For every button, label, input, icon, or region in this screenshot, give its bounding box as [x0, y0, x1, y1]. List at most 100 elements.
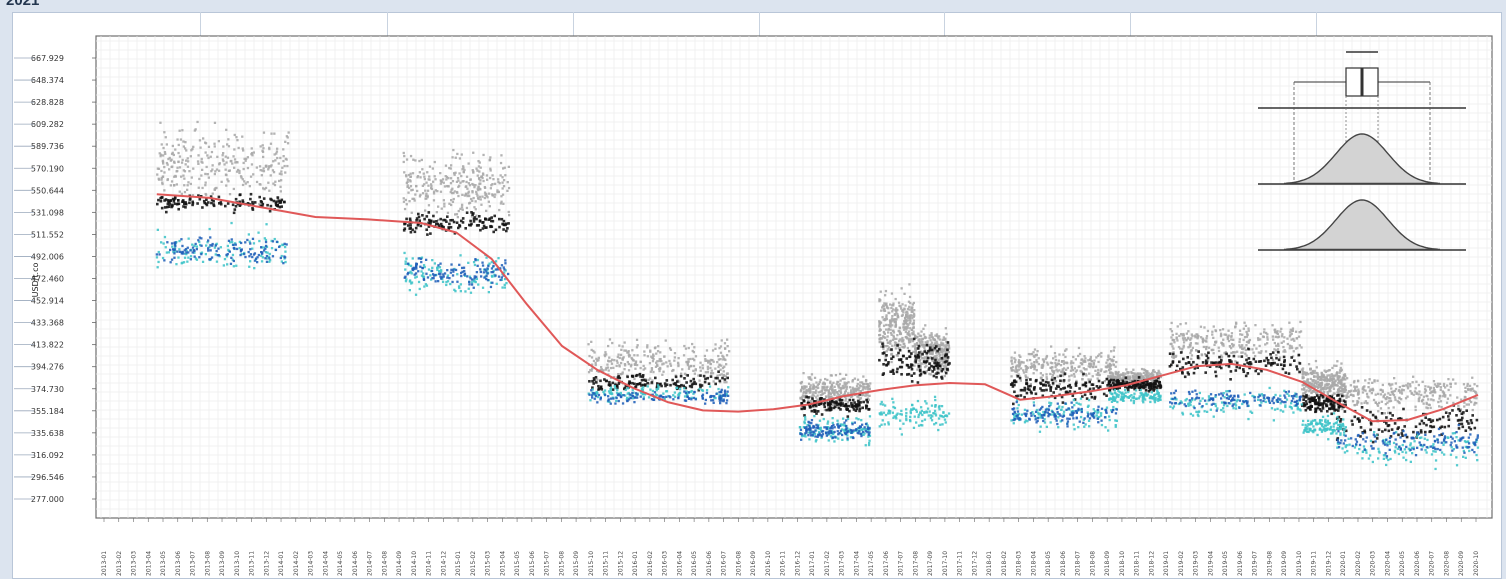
data-point	[909, 302, 911, 304]
data-point	[497, 178, 499, 180]
data-point	[660, 360, 662, 362]
data-point	[636, 354, 638, 356]
data-point	[917, 347, 920, 350]
data-point	[1440, 389, 1442, 391]
data-point	[1185, 322, 1187, 324]
data-point	[489, 156, 491, 158]
data-point	[1090, 356, 1092, 358]
data-point	[695, 355, 697, 357]
data-point	[865, 404, 868, 407]
data-point	[1058, 353, 1060, 355]
data-point	[235, 198, 238, 201]
data-point	[181, 129, 183, 131]
data-point	[617, 356, 619, 358]
data-point	[692, 350, 694, 352]
data-point	[180, 176, 182, 178]
x-tick-label: 2020-06	[1414, 551, 1421, 576]
x-tick-label: 2019-08	[1266, 551, 1273, 576]
data-point	[1215, 375, 1218, 378]
data-point	[595, 364, 597, 366]
data-point	[1211, 333, 1213, 335]
data-point	[1034, 348, 1036, 350]
data-point	[443, 199, 445, 201]
data-point	[486, 174, 488, 176]
data-point	[170, 184, 172, 186]
data-point	[432, 181, 434, 183]
data-point	[1208, 347, 1210, 349]
data-point	[597, 385, 600, 388]
data-point	[883, 325, 885, 327]
data-point	[685, 381, 688, 384]
data-point	[161, 207, 164, 210]
data-point	[1048, 384, 1051, 387]
data-point	[669, 384, 672, 387]
data-point	[1052, 382, 1055, 385]
data-point	[173, 184, 175, 186]
data-point	[174, 148, 176, 150]
data-point	[839, 399, 842, 402]
data-point	[886, 339, 888, 341]
data-point	[1013, 391, 1016, 394]
data-point	[1049, 387, 1052, 390]
data-point	[700, 370, 702, 372]
data-point	[1315, 372, 1317, 374]
data-point	[1191, 349, 1193, 351]
data-point	[179, 155, 181, 157]
data-point	[1029, 378, 1032, 381]
data-point	[1113, 346, 1115, 348]
data-point	[1171, 345, 1173, 347]
data-point	[650, 371, 652, 373]
data-point	[276, 157, 278, 159]
data-point	[1051, 376, 1053, 378]
data-point	[485, 226, 488, 229]
data-point	[1266, 333, 1268, 335]
data-point	[1193, 372, 1196, 375]
data-point	[640, 367, 642, 369]
data-point	[865, 388, 867, 390]
data-point	[1141, 386, 1144, 389]
data-point	[600, 386, 603, 389]
data-point	[198, 187, 200, 189]
data-point	[1182, 366, 1185, 369]
data-point	[916, 342, 918, 344]
data-point	[671, 379, 674, 382]
data-point	[236, 161, 238, 163]
data-point	[461, 194, 463, 196]
data-point	[1444, 395, 1446, 397]
data-point	[407, 184, 409, 186]
data-point	[911, 317, 913, 319]
data-point	[606, 364, 608, 366]
data-point	[504, 167, 506, 169]
data-point	[443, 205, 445, 207]
x-tick-label: 2013-02	[116, 551, 123, 576]
data-point	[453, 172, 455, 174]
data-point	[1115, 366, 1117, 368]
data-point	[831, 400, 834, 403]
data-point	[722, 356, 724, 358]
data-point	[1026, 359, 1028, 361]
data-point	[185, 160, 187, 162]
data-point	[707, 366, 709, 368]
data-point	[443, 182, 445, 184]
data-point	[262, 147, 264, 149]
x-tick-label: 2017-11	[957, 551, 964, 576]
data-point	[841, 402, 844, 405]
data-point	[192, 168, 194, 170]
data-point	[1302, 376, 1304, 378]
data-point	[923, 344, 925, 346]
data-point	[1051, 369, 1053, 371]
data-point	[502, 203, 504, 205]
data-point	[940, 344, 942, 346]
data-point	[439, 218, 442, 221]
data-point	[815, 405, 818, 408]
data-point	[485, 210, 487, 212]
data-point	[903, 293, 905, 295]
data-point	[1375, 417, 1378, 420]
data-point	[1060, 388, 1063, 391]
data-point	[1470, 401, 1472, 403]
data-point	[163, 166, 165, 168]
data-point	[1472, 409, 1474, 411]
data-point	[635, 375, 638, 378]
data-point	[205, 142, 207, 144]
data-point	[1074, 367, 1076, 369]
